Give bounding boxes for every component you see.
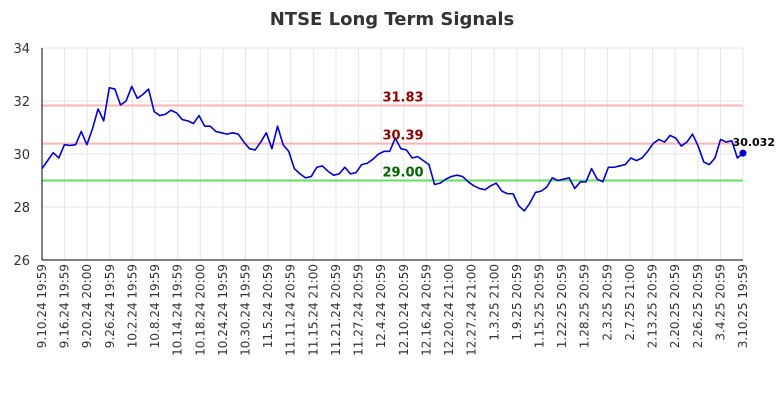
x-tick-label: 10.2.24 19:59	[125, 264, 139, 348]
reference-line-label: 30.39	[382, 129, 423, 144]
y-tick-label: 28	[13, 201, 30, 216]
x-tick-label: 2.7.25 21:00	[623, 264, 637, 341]
x-tick-label: 1.3.25 21:00	[487, 264, 501, 341]
y-tick-label: 30	[13, 148, 30, 163]
x-tick-label: 10.14.24 19:59	[171, 264, 185, 356]
x-tick-label: 11.21.24 20:59	[329, 264, 343, 356]
y-tick-label: 26	[13, 254, 30, 269]
y-tick-label: 34	[13, 42, 30, 57]
x-tick-label: 12.16.24 20:59	[419, 264, 433, 356]
x-tick-label: 11.27.24 20:59	[352, 264, 366, 356]
x-tick-label: 12.20.24 21:00	[442, 264, 456, 356]
series-line	[41, 85, 744, 212]
series-layer	[41, 85, 747, 212]
last-value-label: 30.032	[733, 136, 775, 149]
x-tick-label: 2.20.25 20:59	[668, 264, 682, 348]
x-tick-label: 11.5.24 20:59	[261, 264, 275, 348]
x-tick-label: 3.4.25 20:59	[713, 264, 727, 341]
x-tick-label: 12.27.24 21:00	[465, 264, 479, 356]
x-tick-label: 2.3.25 20:59	[600, 264, 614, 341]
x-tick-label: 11.15.24 21:00	[306, 264, 320, 356]
x-tick-label: 10.18.24 20:00	[193, 264, 207, 356]
last-point-marker	[739, 149, 747, 157]
x-tick-label: 11.11.24 20:59	[284, 264, 298, 356]
x-tick-label: 2.13.25 20:59	[646, 264, 660, 348]
x-tick-label: 12.4.24 20:59	[374, 264, 388, 348]
x-tick-label: 9.26.24 19:59	[103, 264, 117, 348]
grid	[41, 47, 744, 261]
x-tick-label: 9.10.24 19:59	[35, 264, 49, 348]
x-tick-label: 9.16.24 19:59	[58, 264, 72, 348]
axes: 26 28 30 32 34 9.10.24 19:59 9.16.24 19:59 9.20…	[13, 42, 750, 356]
labels: 31.83 30.39 29.00 30.032	[382, 91, 775, 181]
x-tick-label: 10.24.24 19:59	[216, 264, 230, 356]
reference-line-label: 29.00	[382, 166, 423, 181]
x-tick-label: 1.28.25 20:59	[578, 264, 592, 348]
x-tick-label: 2.26.25 20:59	[691, 264, 705, 348]
chart-title: NTSE Long Term Signals	[270, 9, 515, 30]
x-tick-label: 1.22.25 20:59	[555, 264, 569, 348]
x-tick-label: 1.15.25 20:59	[532, 264, 546, 348]
y-tick-label: 32	[13, 95, 30, 110]
x-tick-label: 3.10.25 19:59	[736, 264, 750, 348]
x-tick-label: 1.9.25 20:59	[510, 264, 524, 341]
reference-line-label: 31.83	[382, 91, 423, 106]
x-tick-label: 10.8.24 19:59	[148, 264, 162, 348]
x-tick-label: 9.20.24 20:00	[80, 264, 94, 348]
x-tick-label: 10.30.24 19:59	[239, 264, 253, 356]
x-tick-label: 12.10.24 20:59	[397, 264, 411, 356]
